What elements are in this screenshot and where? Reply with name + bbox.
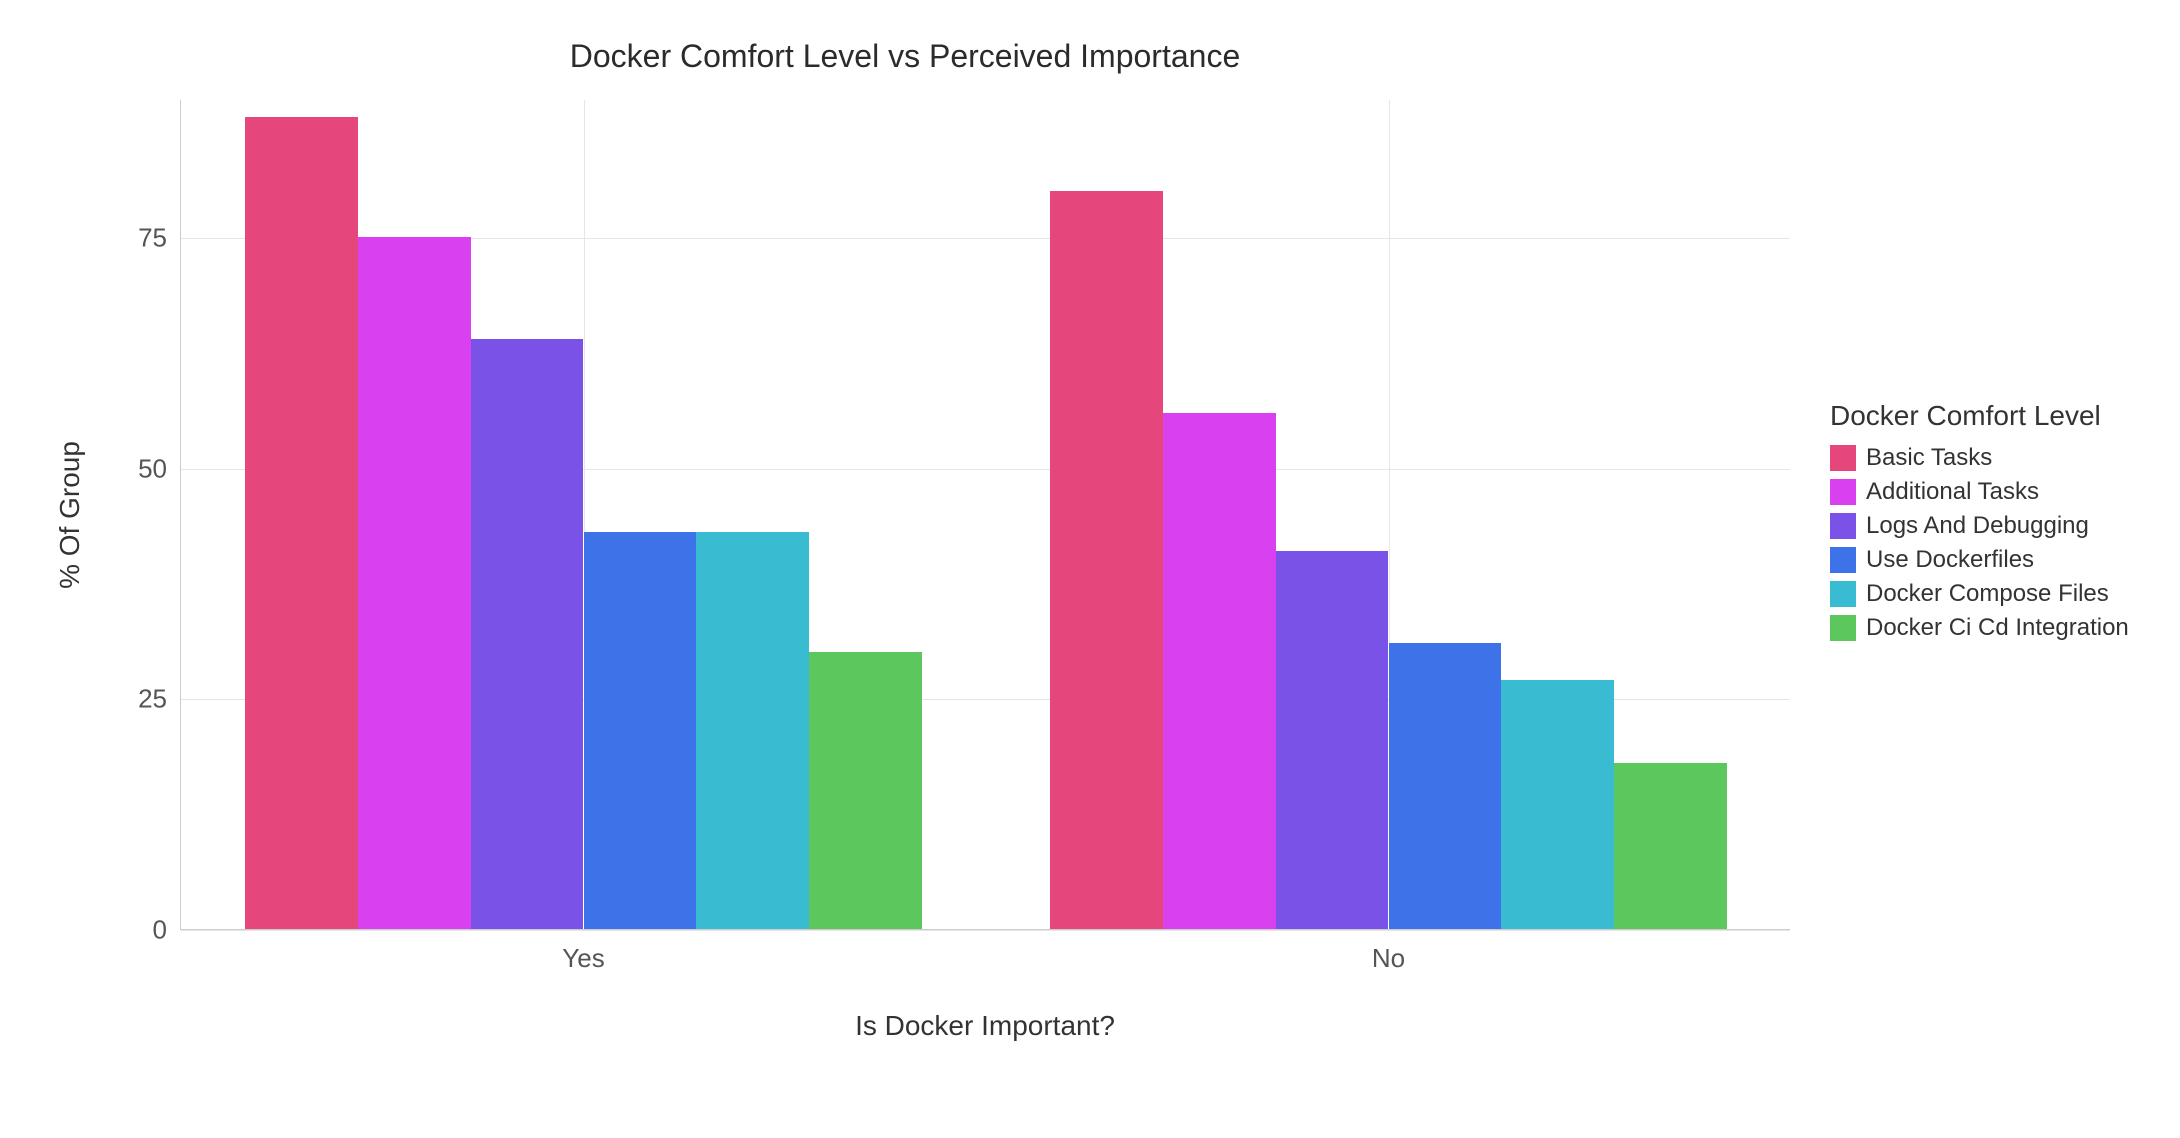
bar <box>1389 643 1502 929</box>
legend-label: Basic Tasks <box>1866 444 1992 472</box>
x-tick-label: Yes <box>562 943 604 974</box>
bar <box>245 117 358 929</box>
bar <box>1276 551 1389 929</box>
bar <box>809 652 922 929</box>
plot-area: 0255075YesNo <box>180 100 1790 930</box>
x-tick-label: No <box>1372 943 1405 974</box>
legend-label: Use Dockerfiles <box>1866 546 2034 574</box>
bar <box>1614 763 1727 929</box>
legend-swatch <box>1830 615 1856 641</box>
y-axis-title: % Of Group <box>54 441 86 589</box>
legend-swatch <box>1830 513 1856 539</box>
gridline-h <box>181 930 1790 931</box>
legend-label: Logs And Debugging <box>1866 512 2089 540</box>
bar <box>696 532 809 929</box>
bar <box>358 237 471 929</box>
legend-label: Docker Compose Files <box>1866 580 2109 608</box>
bar <box>584 532 697 929</box>
legend-label: Docker Ci Cd Integration <box>1866 614 2129 642</box>
legend-swatch <box>1830 479 1856 505</box>
bar <box>471 339 584 929</box>
y-tick-label: 0 <box>153 915 167 946</box>
legend-item: Docker Ci Cd Integration <box>1830 614 2129 642</box>
y-tick-label: 50 <box>138 453 167 484</box>
legend-label: Additional Tasks <box>1866 478 2039 506</box>
legend-item: Additional Tasks <box>1830 478 2129 506</box>
bar <box>1501 680 1614 929</box>
legend-item: Basic Tasks <box>1830 444 2129 472</box>
legend-swatch <box>1830 581 1856 607</box>
bar <box>1050 191 1163 929</box>
y-tick-label: 25 <box>138 684 167 715</box>
bar <box>1163 413 1276 929</box>
legend: Docker Comfort Level Basic Tasks Addition… <box>1830 400 2129 648</box>
legend-swatch <box>1830 547 1856 573</box>
legend-item: Logs And Debugging <box>1830 512 2129 540</box>
y-tick-label: 75 <box>138 223 167 254</box>
legend-item: Use Dockerfiles <box>1830 546 2129 574</box>
chart-title: Docker Comfort Level vs Perceived Import… <box>20 38 1790 75</box>
legend-swatch <box>1830 445 1856 471</box>
x-axis-title: Is Docker Important? <box>180 1010 1790 1042</box>
legend-title: Docker Comfort Level <box>1830 400 2129 432</box>
chart-container: Docker Comfort Level vs Perceived Import… <box>20 20 2180 1118</box>
legend-item: Docker Compose Files <box>1830 580 2129 608</box>
